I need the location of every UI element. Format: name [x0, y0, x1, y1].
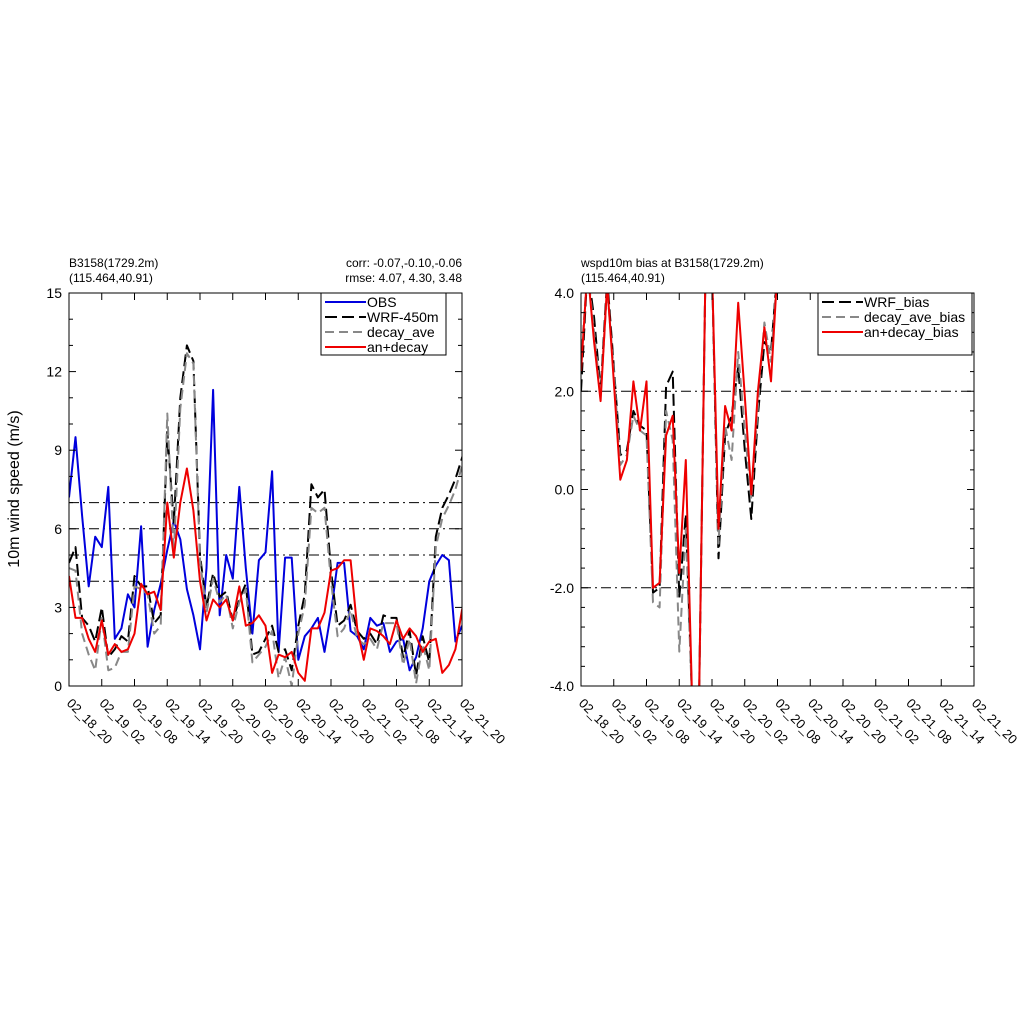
right-x-tick-labels: 02_18_2002_19_0202_19_0802_19_1402_19_20… — [576, 696, 1021, 748]
left-legend-label: OBS — [367, 294, 397, 310]
left-title-line2: (115.464,40.91) — [69, 271, 153, 285]
right-y-tick-label: 4.0 — [555, 285, 575, 301]
left-y-tick-label: 15 — [46, 285, 62, 301]
right-reference-lines — [581, 390, 974, 589]
right-y-tick-label: -4.0 — [550, 678, 574, 694]
left-legend-box — [320, 292, 447, 356]
right-legend-box — [817, 292, 973, 356]
left-x-tick-labels: 02_18_2002_19_0202_19_0802_19_1402_19_20… — [64, 696, 509, 748]
right-title-line2: (115.464,40.91) — [581, 271, 665, 285]
right-y-tick-labels: -4.0 -2.0 0.0 2.0 4.0 — [550, 285, 574, 694]
left-y-axis-label: 10m wind speed (m/s) — [6, 410, 23, 567]
left-y-tick-label: 0 — [54, 678, 62, 694]
left-y-tick-label: 3 — [54, 599, 62, 615]
right-series-group — [581, 293, 778, 686]
left-series-group — [69, 344, 462, 686]
left-y-tick-label: 6 — [54, 521, 62, 537]
right-series-line-an-decay-bias — [581, 293, 778, 686]
left-series-line-decay-ave — [69, 352, 462, 686]
right-panel: wspd10m bias at B3158(1729.2m) (115.464,… — [550, 256, 1021, 747]
right-legend-label: decay_ave_bias — [864, 309, 965, 325]
left-legend-label: WRF-450m — [367, 309, 439, 325]
left-legend-label: an+decay — [367, 339, 428, 355]
left-title-line1: B3158(1729.2m) — [69, 256, 158, 270]
right-y-tick-label: -2.0 — [550, 580, 574, 596]
left-series-line-wrf-450m — [69, 344, 462, 677]
right-y-tick-label: 0.0 — [555, 482, 575, 498]
left-y-tick-label: 12 — [46, 364, 62, 380]
right-y-tick-label: 2.0 — [555, 383, 575, 399]
left-y-tick-labels: 0 3 6 9 12 15 — [46, 285, 62, 694]
left-axis-ticks — [68, 292, 463, 687]
right-axis-ticks — [580, 292, 975, 687]
left-series-line-obs — [69, 388, 462, 672]
left-stats-corr: corr: -0.07,-0.10,-0.06 — [346, 256, 462, 270]
right-legend-label: an+decay_bias — [864, 324, 959, 340]
right-title-line1: wspd10m bias at B3158(1729.2m) — [580, 256, 764, 270]
left-series-line-an-decay — [69, 467, 462, 682]
left-stats-rmse: rmse: 4.07, 4.30, 3.48 — [345, 271, 462, 285]
left-legend-label: decay_ave — [367, 324, 435, 340]
right-legend-label: WRF_bias — [864, 294, 929, 310]
left-panel: B3158(1729.2m) (115.464,40.91) corr: -0.… — [6, 256, 509, 748]
left-y-tick-label: 9 — [54, 442, 62, 458]
